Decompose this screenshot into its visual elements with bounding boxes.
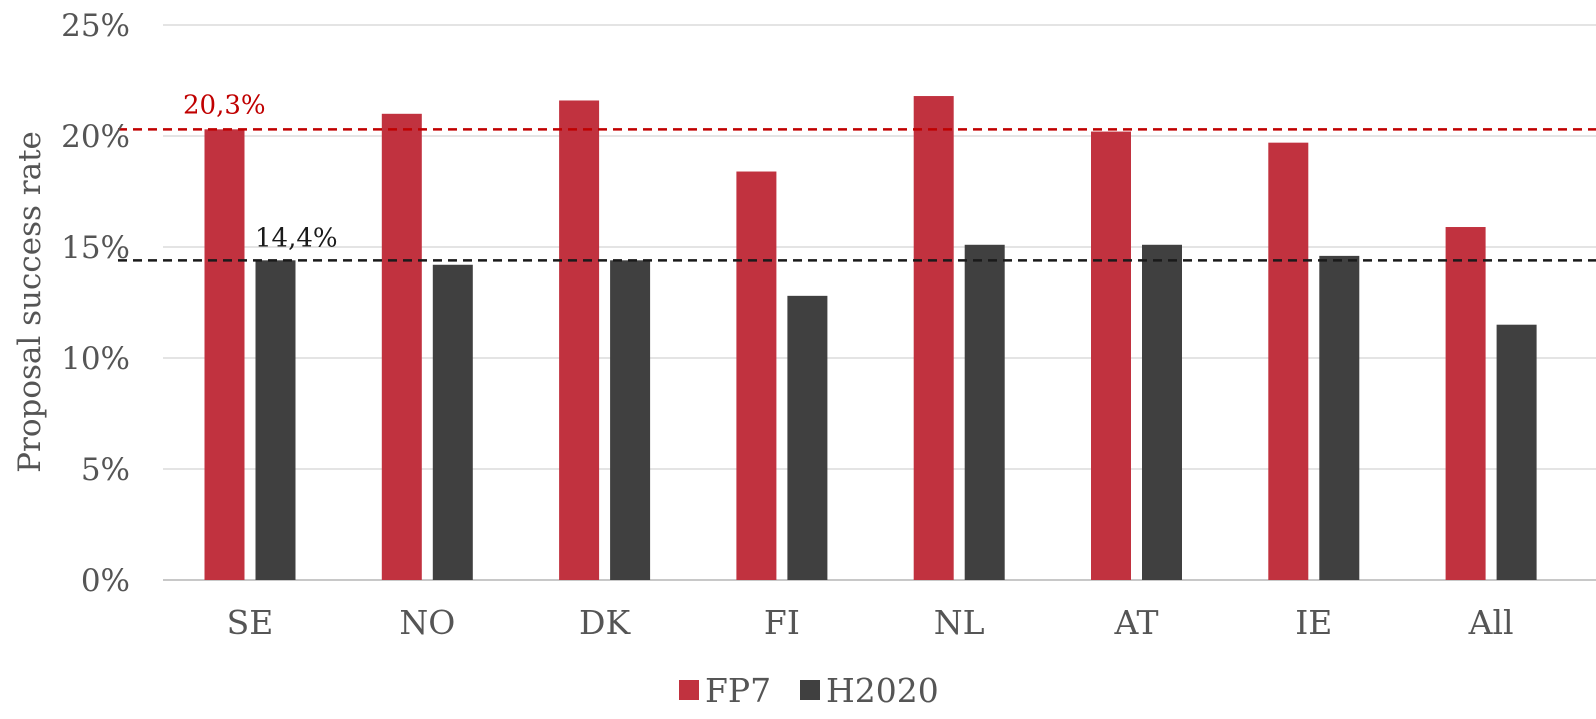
x-tick-label: AT: [1113, 603, 1158, 642]
y-tick-label: 15%: [61, 230, 130, 266]
bar-fp7-nl: [913, 96, 954, 580]
reference-line-label: 14,4%: [255, 223, 338, 253]
x-tick-label: NO: [399, 603, 455, 642]
y-tick-label: 25%: [61, 8, 130, 44]
x-tick-label: IE: [1295, 603, 1332, 642]
bar-h2020-all: [1496, 324, 1537, 580]
bar-fp7-fi: [736, 171, 777, 580]
x-tick-label: FI: [764, 603, 800, 642]
bar-h2020-ie: [1319, 255, 1360, 580]
legend-swatch: [800, 680, 820, 700]
bar-h2020-at: [1142, 244, 1182, 580]
bar-fp7-se: [204, 129, 245, 580]
reference-lines: 20,3% 14,4%: [118, 90, 1596, 262]
x-tick-label: DK: [579, 603, 631, 642]
gridlines: [163, 24, 1596, 581]
y-tick-label: 5%: [81, 452, 130, 488]
bar-h2020-dk: [610, 260, 651, 580]
legend: FP7 H2020: [679, 671, 939, 710]
bar-h2020-fi: [787, 295, 828, 580]
x-tick-label: SE: [227, 603, 274, 642]
bar-h2020-no: [432, 264, 473, 580]
y-axis-ticks: 0% 5% 10% 15% 20% 25%: [61, 8, 130, 599]
y-tick-label: 10%: [61, 341, 130, 377]
x-tick-label: All: [1468, 603, 1514, 642]
bar-fp7-at: [1091, 131, 1131, 580]
bar-h2020-nl: [964, 244, 1005, 580]
bar-fp7-dk: [559, 100, 600, 580]
bar-fp7-all: [1445, 227, 1486, 580]
y-axis-title: Proposal success rate: [12, 131, 48, 473]
bar-fp7-ie: [1268, 142, 1309, 580]
reference-line-label: 20,3%: [183, 90, 266, 120]
bar-fp7-no: [381, 113, 422, 581]
legend-label: H2020: [826, 671, 939, 710]
bar-h2020-se: [255, 260, 296, 580]
x-axis-ticks: SE NO DK FI NL AT IE All: [227, 603, 1514, 642]
x-tick-label: NL: [934, 603, 985, 642]
y-tick-label: 20%: [61, 119, 130, 155]
legend-label: FP7: [705, 671, 771, 710]
legend-swatch: [679, 680, 699, 700]
bars: [204, 96, 1537, 581]
y-tick-label: 0%: [81, 563, 130, 599]
